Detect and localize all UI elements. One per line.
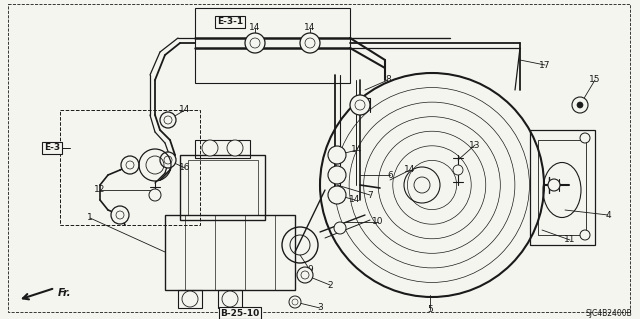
Circle shape (245, 33, 265, 53)
Text: 5: 5 (427, 306, 433, 315)
Text: 14: 14 (351, 145, 363, 154)
Circle shape (453, 165, 463, 175)
Text: SJC4B2400B: SJC4B2400B (585, 308, 632, 317)
Circle shape (328, 186, 346, 204)
Circle shape (580, 133, 590, 143)
Circle shape (289, 296, 301, 308)
Text: 1: 1 (87, 213, 93, 222)
Text: 16: 16 (179, 164, 191, 173)
Circle shape (328, 166, 346, 184)
Circle shape (350, 95, 370, 115)
Text: 10: 10 (372, 218, 384, 226)
Text: 6: 6 (387, 170, 393, 180)
Bar (60, 110, 200, 225)
Text: 13: 13 (469, 140, 481, 150)
Bar (538, 140, 586, 235)
Text: 8: 8 (385, 76, 391, 85)
Bar (195, 8, 350, 83)
Circle shape (222, 291, 238, 307)
Circle shape (202, 140, 218, 156)
Circle shape (334, 222, 346, 234)
Text: Fr.: Fr. (58, 288, 72, 298)
Bar (218, 290, 242, 308)
Text: 4: 4 (605, 211, 611, 219)
Circle shape (160, 152, 176, 168)
Circle shape (121, 156, 139, 174)
Bar (195, 140, 250, 158)
Circle shape (111, 206, 129, 224)
Text: 14: 14 (349, 196, 361, 204)
Text: 11: 11 (564, 235, 576, 244)
Text: E-3: E-3 (44, 144, 60, 152)
Text: 14: 14 (404, 166, 416, 174)
Text: 14: 14 (250, 24, 260, 33)
Text: 3: 3 (317, 303, 323, 313)
Text: 9: 9 (307, 265, 313, 275)
Circle shape (572, 97, 588, 113)
Circle shape (182, 291, 198, 307)
Circle shape (577, 102, 583, 108)
Text: 15: 15 (589, 76, 601, 85)
Bar (178, 290, 202, 308)
Bar (530, 130, 595, 245)
Text: E-3-1: E-3-1 (217, 18, 243, 26)
Text: 12: 12 (94, 186, 106, 195)
Circle shape (300, 33, 320, 53)
Text: 2: 2 (327, 280, 333, 290)
Text: 17: 17 (540, 61, 551, 70)
Circle shape (548, 179, 560, 191)
Circle shape (149, 189, 161, 201)
Text: 14: 14 (179, 106, 191, 115)
Text: B-25-10: B-25-10 (220, 308, 260, 317)
Circle shape (297, 267, 313, 283)
Bar (188, 160, 258, 215)
Circle shape (328, 146, 346, 164)
Circle shape (160, 112, 176, 128)
Bar (180, 155, 265, 220)
Text: 14: 14 (304, 24, 316, 33)
Circle shape (580, 230, 590, 240)
Circle shape (227, 140, 243, 156)
Bar (165, 215, 295, 290)
Text: 7: 7 (367, 190, 373, 199)
